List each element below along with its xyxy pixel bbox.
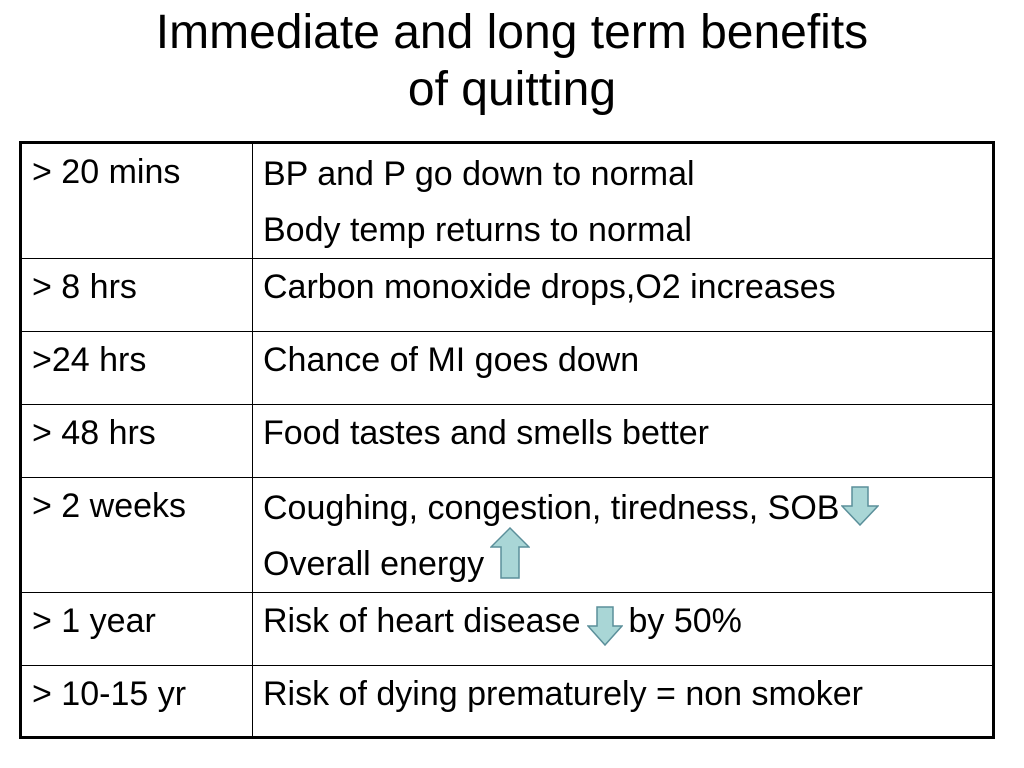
benefits-table: > 20 mins BP and P go down to normal Bod… (19, 141, 995, 739)
title-line-1: Immediate and long term benefits (155, 6, 869, 59)
benefit-text: by 50% (628, 602, 742, 640)
table-row: >24 hrs Chance of MI goes down (20, 331, 995, 405)
arrow-down-icon (586, 606, 623, 647)
benefit-text: Food tastes and smells better (263, 414, 710, 452)
time-cell: >24 hrs (20, 331, 253, 405)
arrow-down-icon (841, 486, 880, 527)
table-row: > 8 hrs Carbon monoxide drops,O2 increas… (20, 258, 995, 332)
benefit-cell: Chance of MI goes down (252, 331, 995, 405)
benefit-text: Risk of dying prematurely = non smoker (263, 675, 863, 713)
table-row: > 20 mins BP and P go down to normal Bod… (20, 142, 995, 259)
table-row: > 1 year Risk of heart disease by 50% (20, 592, 995, 666)
time-cell: > 20 mins (20, 142, 253, 259)
time-cell: > 2 weeks (20, 477, 253, 593)
time-cell: > 48 hrs (20, 404, 253, 478)
benefit-cell: Risk of heart disease by 50% (252, 592, 995, 666)
benefit-cell: Carbon monoxide drops,O2 increases (252, 258, 995, 332)
benefit-line: Overall energy (263, 527, 984, 592)
benefit-text: Risk of heart disease (263, 602, 581, 640)
benefit-line: Coughing, congestion, tiredness, SOB (263, 480, 984, 536)
time-cell: > 1 year (20, 592, 253, 666)
benefit-cell: BP and P go down to normal Body temp ret… (252, 142, 995, 259)
time-cell: > 10-15 yr (20, 665, 253, 738)
benefit-text: Body temp returns to normal (263, 211, 692, 249)
benefit-cell: Risk of dying prematurely = non smoker (252, 665, 995, 738)
benefit-text: Chance of MI goes down (263, 341, 640, 379)
table-row: > 10-15 yr Risk of dying prematurely = n… (20, 665, 995, 738)
slide-title: Immediate and long term benefits of quit… (0, 4, 1024, 118)
table-row: > 2 weeks Coughing, congestion, tirednes… (20, 477, 995, 593)
benefit-text: Carbon monoxide drops,O2 increases (263, 268, 836, 306)
title-line-2: of quitting (407, 63, 617, 116)
benefit-text: Coughing, congestion, tiredness, SOB (263, 489, 840, 527)
benefit-cell: Coughing, congestion, tiredness, SOB Ove… (252, 477, 995, 593)
time-cell: > 8 hrs (20, 258, 253, 332)
table-row: > 48 hrs Food tastes and smells better (20, 404, 995, 478)
benefit-cell: Food tastes and smells better (252, 404, 995, 478)
benefit-text: BP and P go down to normal (263, 155, 695, 193)
arrow-up-icon (490, 527, 531, 579)
benefit-text: Overall energy (263, 545, 485, 583)
